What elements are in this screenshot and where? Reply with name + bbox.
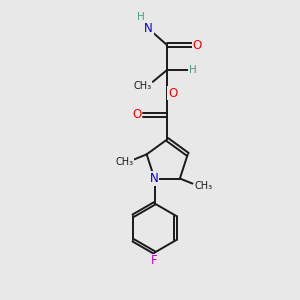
Text: CH₃: CH₃: [134, 81, 152, 91]
Text: O: O: [168, 87, 177, 100]
Text: CH₃: CH₃: [115, 157, 133, 167]
Text: CH₃: CH₃: [195, 181, 213, 191]
Text: H: H: [188, 65, 196, 75]
Text: O: O: [133, 108, 142, 121]
Text: H: H: [137, 12, 145, 22]
Text: N: N: [144, 22, 153, 35]
Text: N: N: [150, 172, 159, 185]
Text: F: F: [151, 254, 158, 268]
Text: O: O: [193, 39, 202, 52]
